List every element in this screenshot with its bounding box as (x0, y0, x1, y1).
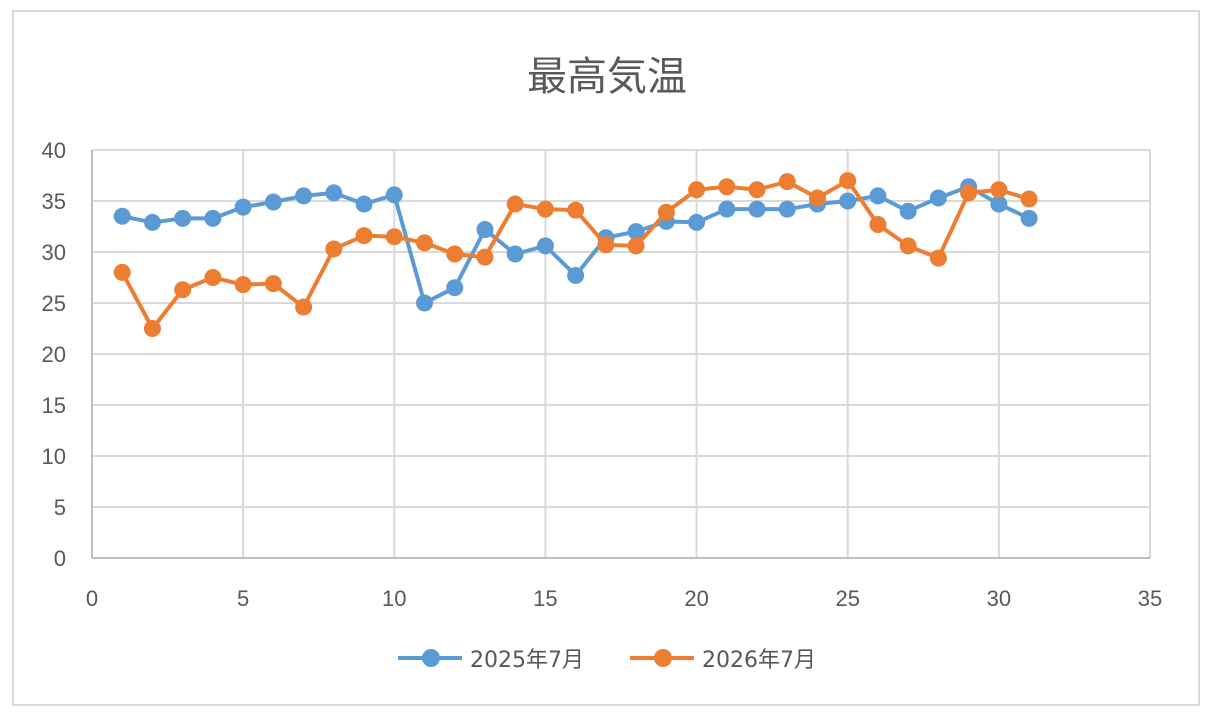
data-point-1 (597, 236, 615, 254)
data-point-1 (899, 237, 917, 255)
data-point-0 (113, 207, 131, 225)
data-point-1 (657, 203, 675, 221)
data-point-0 (1020, 209, 1038, 227)
data-point-1 (355, 227, 373, 245)
data-point-0 (204, 209, 222, 227)
data-point-0 (688, 213, 706, 231)
data-point-0 (234, 198, 252, 216)
data-point-1 (1020, 190, 1038, 208)
legend-dot-2026 (654, 649, 672, 667)
y-tick-label: 40 (42, 138, 66, 163)
data-point-1 (234, 276, 252, 294)
data-point-1 (536, 200, 554, 218)
data-point-0 (899, 202, 917, 220)
data-point-0 (536, 237, 554, 255)
data-point-1 (416, 234, 434, 252)
data-point-1 (446, 245, 464, 263)
legend-item-2026: 2026年7月 (630, 642, 816, 674)
data-point-0 (143, 213, 161, 231)
y-tick-label: 0 (54, 546, 66, 571)
x-tick-label: 25 (835, 586, 859, 611)
data-point-0 (929, 189, 947, 207)
data-point-0 (264, 193, 282, 211)
data-point-0 (325, 184, 343, 202)
legend-marker-2025 (398, 647, 462, 669)
data-point-1 (808, 189, 826, 207)
x-tick-label: 30 (987, 586, 1011, 611)
legend-marker-2026 (630, 647, 694, 669)
data-point-0 (627, 223, 645, 241)
data-point-0 (718, 200, 736, 218)
data-point-0 (778, 200, 796, 218)
x-tick-label: 5 (237, 586, 249, 611)
data-point-0 (748, 200, 766, 218)
legend-dot-2025 (422, 649, 440, 667)
y-tick-label: 5 (54, 495, 66, 520)
data-point-1 (174, 281, 192, 299)
data-point-0 (446, 279, 464, 297)
data-point-0 (990, 195, 1008, 213)
data-point-1 (688, 181, 706, 199)
x-tick-label: 35 (1138, 586, 1162, 611)
legend-item-2025: 2025年7月 (398, 642, 584, 674)
data-point-0 (416, 294, 434, 312)
data-point-0 (355, 195, 373, 213)
data-point-1 (385, 228, 403, 246)
legend-label-2025: 2025年7月 (470, 648, 584, 673)
x-tick-label: 10 (382, 586, 406, 611)
data-point-0 (506, 245, 524, 263)
x-tick-label: 15 (533, 586, 557, 611)
y-tick-label: 10 (42, 444, 66, 469)
legend: 2025年7月 2026年7月 (0, 642, 1214, 674)
y-tick-label: 20 (42, 342, 66, 367)
data-point-1 (567, 201, 585, 219)
data-point-0 (295, 187, 313, 205)
data-point-0 (869, 187, 887, 205)
data-point-1 (960, 184, 978, 202)
data-point-1 (143, 320, 161, 337)
data-point-0 (839, 192, 857, 210)
data-point-1 (627, 237, 645, 255)
legend-label-2026: 2026年7月 (702, 648, 816, 673)
y-tick-label: 15 (42, 393, 66, 418)
data-point-1 (204, 269, 222, 286)
x-tick-label: 20 (684, 586, 708, 611)
data-point-1 (718, 178, 736, 196)
data-point-1 (990, 181, 1008, 199)
y-tick-label: 30 (42, 240, 66, 265)
data-point-1 (929, 249, 947, 267)
data-point-1 (506, 195, 524, 213)
data-point-1 (264, 275, 282, 293)
data-point-0 (567, 266, 585, 284)
data-point-1 (839, 172, 857, 190)
data-point-1 (869, 215, 887, 233)
data-point-0 (174, 209, 192, 227)
data-point-1 (476, 248, 494, 266)
chart-title: 最高気温 (527, 54, 687, 100)
data-point-0 (476, 221, 494, 239)
chart-frame (12, 10, 1200, 706)
data-point-0 (385, 186, 403, 204)
x-tick-label: 0 (86, 586, 98, 611)
y-tick-label: 25 (42, 291, 66, 316)
y-tick-label: 35 (42, 189, 66, 214)
data-point-1 (325, 240, 343, 258)
data-point-1 (113, 263, 131, 281)
data-point-1 (778, 173, 796, 191)
data-point-1 (748, 181, 766, 199)
data-point-1 (295, 298, 313, 316)
